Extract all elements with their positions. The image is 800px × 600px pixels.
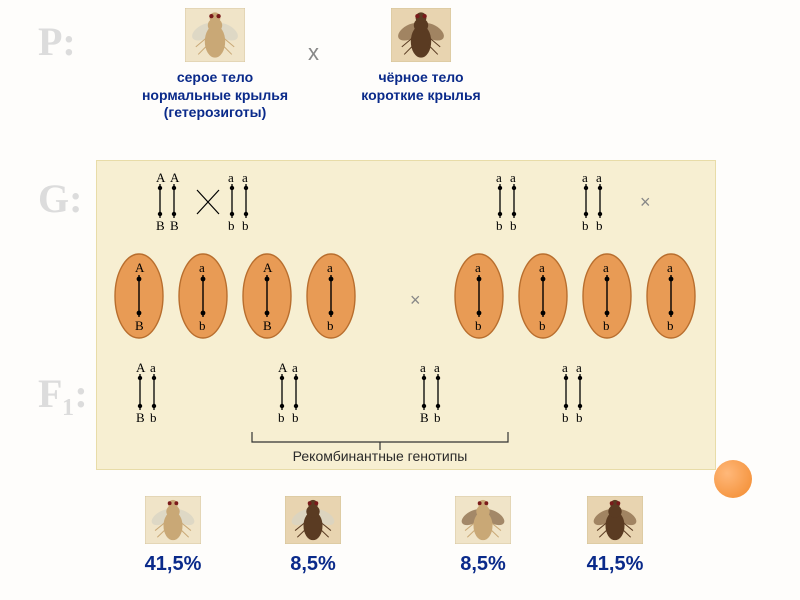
row-label-g: G: <box>38 175 82 222</box>
svg-text:b: b <box>327 318 334 333</box>
svg-text:a: a <box>150 360 156 375</box>
fly-icon <box>391 8 451 62</box>
chrom-pair-icon: a a b b <box>576 170 620 236</box>
cross-symbol: × <box>640 192 651 213</box>
svg-text:b: b <box>278 410 285 425</box>
gamete-icon: A B <box>238 250 296 342</box>
gamete-icon: a b <box>174 250 232 342</box>
row-label-f1: F₁: <box>38 370 88 417</box>
svg-text:a: a <box>562 360 568 375</box>
svg-text:b: b <box>496 218 503 233</box>
offspring-pct: 41,5% <box>570 553 660 576</box>
gametes-left: A B a b A B a b <box>110 250 366 347</box>
svg-text:b: b <box>228 218 235 233</box>
gamete-icon: a b <box>578 250 636 342</box>
chrom-pair-icon: a a b b <box>490 170 534 236</box>
chrom-pair-icon: a a b b <box>556 360 600 428</box>
offspring-pct: 8,5% <box>268 553 358 576</box>
svg-text:b: b <box>539 318 546 333</box>
svg-text:b: b <box>434 410 441 425</box>
svg-text:a: a <box>434 360 440 375</box>
dot-marker <box>714 460 752 498</box>
chrom-pair-icon: a a B b <box>414 360 458 428</box>
svg-text:A: A <box>136 360 146 375</box>
cross-symbol: x <box>308 40 319 66</box>
svg-text:a: a <box>475 260 481 275</box>
svg-text:b: b <box>292 410 299 425</box>
caption-line: серое тело <box>130 69 300 87</box>
gamete-icon: A B <box>110 250 168 342</box>
svg-text:A: A <box>156 170 166 185</box>
recombinant-label: Рекомбинантные генотипы <box>260 448 500 464</box>
g-parent-right: a a b b a a b b <box>490 170 620 241</box>
svg-text:b: b <box>596 218 603 233</box>
offspring-fly: 8,5% <box>268 496 358 576</box>
gamete-icon: a b <box>450 250 508 342</box>
caption-line: (гетерозиготы) <box>130 104 300 122</box>
offspring-fly: 41,5% <box>570 496 660 576</box>
svg-text:B: B <box>263 318 272 333</box>
gametes-right: a b a b a b a b <box>450 250 706 347</box>
caption-line: короткие крылья <box>336 87 506 105</box>
offspring-pct: 41,5% <box>128 553 218 576</box>
svg-text:b: b <box>150 410 157 425</box>
chrom-pair-icon: A a b b <box>272 360 316 428</box>
svg-text:a: a <box>576 360 582 375</box>
svg-text:b: b <box>510 218 517 233</box>
f1-genotypes: A a B b A a b b a a B b a a <box>130 360 600 433</box>
svg-text:A: A <box>263 260 273 275</box>
svg-text:b: b <box>242 218 249 233</box>
chrom-pair-icon: a a b b <box>222 170 266 236</box>
svg-text:a: a <box>242 170 248 185</box>
offspring-fly: 41,5% <box>128 496 218 576</box>
svg-text:b: b <box>562 410 569 425</box>
svg-text:B: B <box>420 410 429 425</box>
gamete-icon: a b <box>642 250 700 342</box>
parent-right: чёрное тело короткие крылья <box>336 8 506 104</box>
svg-text:a: a <box>582 170 588 185</box>
svg-text:b: b <box>475 318 482 333</box>
svg-text:a: a <box>199 260 205 275</box>
g-parent-left: A A B B a a b b <box>150 170 266 241</box>
svg-text:b: b <box>199 318 206 333</box>
svg-text:A: A <box>278 360 288 375</box>
gamete-icon: a b <box>302 250 360 342</box>
offspring-fly: 8,5% <box>438 496 528 576</box>
svg-text:a: a <box>510 170 516 185</box>
svg-text:B: B <box>136 410 145 425</box>
svg-text:a: a <box>420 360 426 375</box>
caption: серое тело нормальные крылья (гетерозиго… <box>130 69 300 122</box>
svg-text:B: B <box>170 218 179 233</box>
fly-icon <box>185 8 245 62</box>
gamete-icon: a b <box>514 250 572 342</box>
svg-text:a: a <box>603 260 609 275</box>
chrom-pair-icon: A a B b <box>130 360 174 428</box>
svg-text:A: A <box>135 260 145 275</box>
svg-text:a: a <box>667 260 673 275</box>
svg-text:b: b <box>667 318 674 333</box>
svg-text:A: A <box>170 170 180 185</box>
cross-symbol: × <box>410 290 421 311</box>
caption-line: чёрное тело <box>336 69 506 87</box>
svg-text:a: a <box>539 260 545 275</box>
caption: чёрное тело короткие крылья <box>336 69 506 104</box>
svg-text:a: a <box>292 360 298 375</box>
parent-left: серое тело нормальные крылья (гетерозиго… <box>130 8 300 122</box>
svg-text:b: b <box>603 318 610 333</box>
caption-line: нормальные крылья <box>130 87 300 105</box>
svg-text:a: a <box>228 170 234 185</box>
svg-text:a: a <box>596 170 602 185</box>
svg-text:a: a <box>496 170 502 185</box>
offspring-pct: 8,5% <box>438 553 528 576</box>
svg-text:B: B <box>135 318 144 333</box>
svg-text:b: b <box>576 410 583 425</box>
svg-text:b: b <box>582 218 589 233</box>
chrom-pair-icon: A A B B <box>150 170 194 236</box>
svg-text:B: B <box>156 218 165 233</box>
svg-text:a: a <box>327 260 333 275</box>
row-label-p: P: <box>38 18 76 65</box>
